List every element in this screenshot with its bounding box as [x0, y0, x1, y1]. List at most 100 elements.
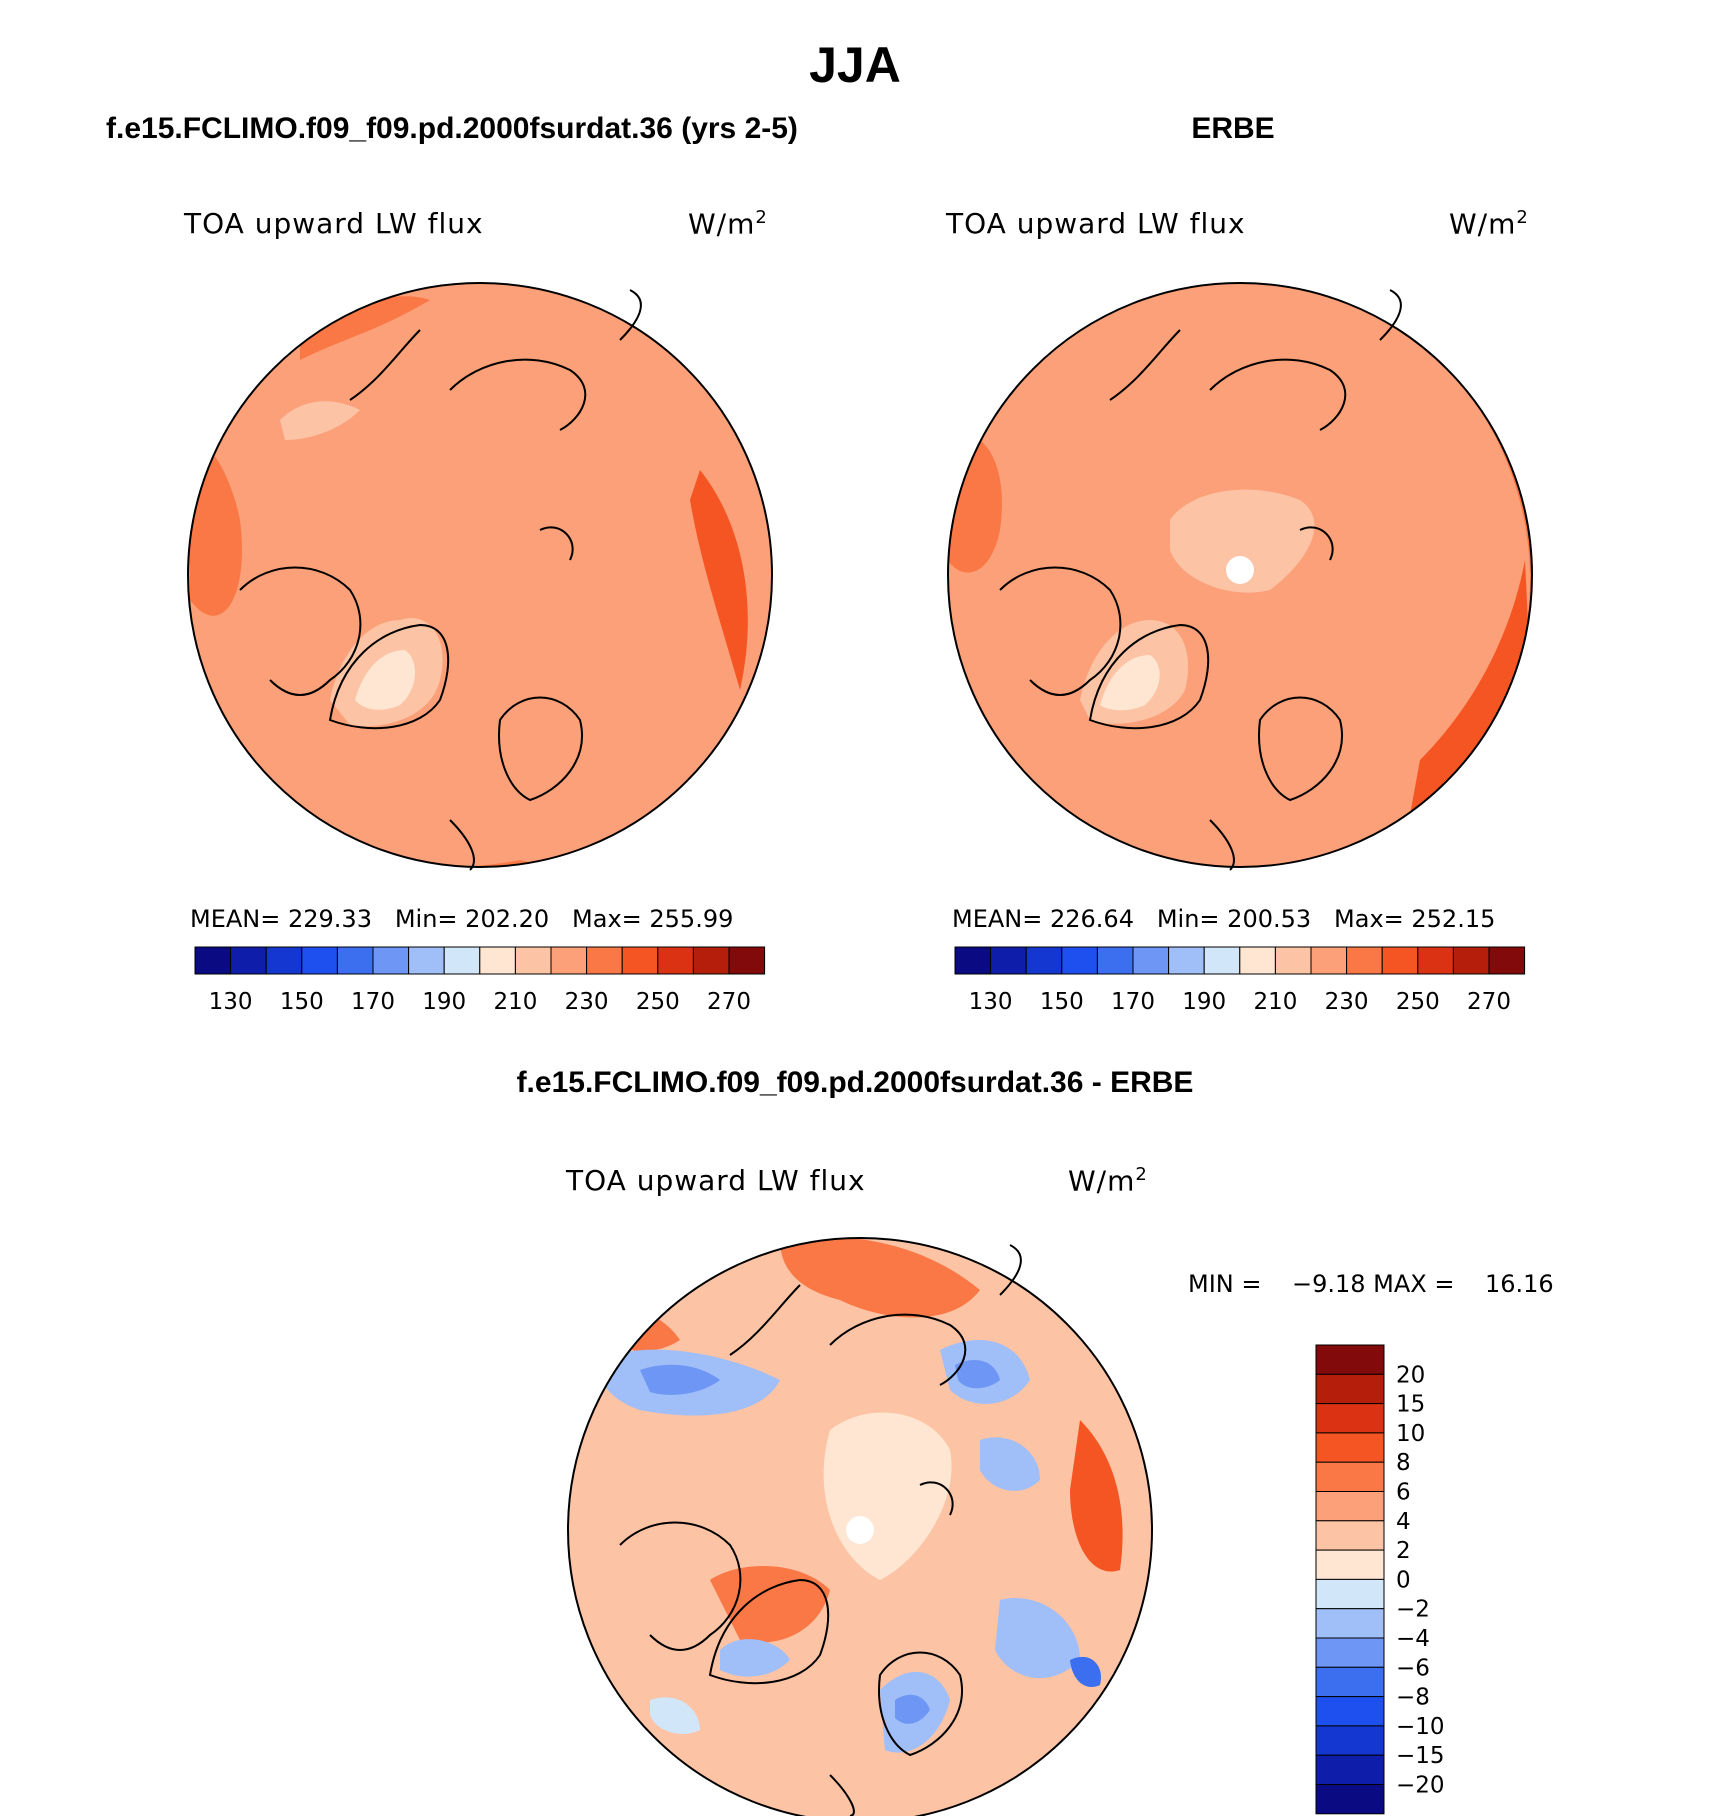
- colorbar-swatch: [954, 946, 992, 975]
- colorbar-tick-label: −20: [1396, 1773, 1445, 1799]
- panel1-variable-label: TOA upward LW flux: [184, 207, 484, 240]
- colorbar-swatch: [372, 946, 410, 975]
- colorbar-swatch: [408, 946, 445, 975]
- panel3-map: [568, 1238, 1152, 1816]
- units-exponent: 2: [755, 207, 768, 228]
- cool-region-greenland-core: [355, 650, 416, 710]
- colorbar-tick-label: 10: [1396, 1421, 1425, 1447]
- page-title: JJA: [809, 37, 901, 93]
- panel1-coastlines: [239, 289, 642, 871]
- cool-region-southwest: [650, 1697, 700, 1735]
- colorbar-tick-label: −15: [1396, 1743, 1445, 1769]
- colorbar-tick-label: 15: [1396, 1392, 1425, 1418]
- colorbar-tick-label: 170: [1111, 989, 1155, 1015]
- colorbar-tick-label: 250: [636, 989, 680, 1015]
- panel2-units-label: W/m2: [1449, 207, 1529, 240]
- colorbar-swatch: [1315, 1578, 1385, 1610]
- cool-region-greenland: [720, 1639, 790, 1677]
- colorbar-swatch: [990, 946, 1027, 975]
- units-exponent: 2: [1516, 207, 1529, 228]
- pole-missing-data: [846, 1516, 874, 1544]
- colorbar-swatch: [1315, 1784, 1385, 1815]
- colorbar-swatch: [657, 946, 694, 975]
- cool-region-southeast-core: [1070, 1656, 1101, 1688]
- units-exponent: 2: [1135, 1164, 1148, 1185]
- colorbar-swatch: [728, 946, 766, 975]
- colorbar-tick-label: −2: [1396, 1597, 1430, 1623]
- panel3-units-label: W/m2: [1068, 1164, 1148, 1197]
- panel2-map-border: [947, 282, 1533, 868]
- panel2-variable-label: TOA upward LW flux: [946, 207, 1246, 240]
- colorbar-tick-label: −4: [1396, 1626, 1430, 1652]
- colorbar-tick-label: 150: [280, 989, 324, 1015]
- colorbar-swatch: [1168, 946, 1205, 975]
- colorbar-swatch: [479, 946, 516, 975]
- colorbar-tick-label: 130: [969, 989, 1013, 1015]
- colorbar-swatch: [443, 946, 481, 975]
- warm-region-north: [780, 1238, 980, 1318]
- cool-region-east: [980, 1437, 1040, 1491]
- panel2-header: ERBE: [1191, 112, 1275, 145]
- colorbar-swatch: [1488, 946, 1526, 975]
- colorbar-swatch: [1239, 946, 1276, 975]
- colorbar-swatch: [1452, 946, 1490, 975]
- colorbar-tick-label: 150: [1040, 989, 1084, 1015]
- colorbar-swatch: [1315, 1549, 1385, 1580]
- colorbar-tick-label: 230: [565, 989, 609, 1015]
- colorbar-tick-label: 270: [707, 989, 751, 1015]
- units-base: W/m: [1068, 1164, 1136, 1198]
- panel2-colorbar: 130 150 170 190 210 230 250 270: [954, 946, 1526, 1015]
- colorbar-swatch: [1315, 1696, 1385, 1727]
- colorbar-tick-label: 0: [1396, 1567, 1411, 1593]
- units-base: W/m: [1449, 207, 1517, 241]
- colorbar-tick-label: 2: [1396, 1538, 1411, 1564]
- colorbar-swatch: [301, 946, 338, 975]
- colorbar-tick-label: 250: [1396, 989, 1440, 1015]
- colorbar-tick-label: 210: [1253, 989, 1297, 1015]
- colorbar-swatch: [1025, 946, 1063, 975]
- panel2-stats: MEAN= 226.64 Min= 200.53 Max= 252.15: [952, 905, 1496, 933]
- colorbar-tick-label: −6: [1396, 1655, 1430, 1681]
- colorbar-swatch: [1315, 1520, 1385, 1551]
- colorbar-tick-label: 130: [209, 989, 253, 1015]
- panel2-coastlines: [999, 289, 1402, 871]
- colorbar-tick-label: 190: [422, 989, 466, 1015]
- panel1-colorbar: 130 150 170 190 210 230 250 270: [194, 946, 766, 1015]
- panel1-header: f.e15.FCLIMO.f09_f09.pd.2000fsurdat.36 (…: [106, 112, 798, 145]
- colorbar-swatch: [1315, 1608, 1385, 1639]
- colorbar-swatch: [514, 946, 552, 975]
- colorbar-swatch: [1381, 946, 1419, 975]
- colorbar-tick-label: 170: [351, 989, 395, 1015]
- colorbar-tick-label: −8: [1396, 1685, 1430, 1711]
- panel3-variable-label: TOA upward LW flux: [566, 1164, 866, 1197]
- colorbar-swatch: [692, 946, 730, 975]
- cool-region-southeast: [995, 1598, 1080, 1679]
- colorbar-swatch: [1315, 1491, 1385, 1522]
- panel1-stats: MEAN= 229.33 Min= 202.20 Max= 255.99: [190, 905, 734, 933]
- colorbar-swatch: [1310, 946, 1348, 975]
- colorbar-swatch: [1315, 1725, 1385, 1756]
- colorbar-swatch: [1315, 1432, 1385, 1463]
- colorbar-swatch: [1132, 946, 1170, 975]
- colorbar-tick-label: 20: [1396, 1362, 1425, 1388]
- colorbar-swatch: [1315, 1461, 1385, 1492]
- colorbar-swatch: [550, 946, 588, 975]
- panel3-coastlines: [619, 1244, 1022, 1816]
- colorbar-tick-label: 190: [1182, 989, 1226, 1015]
- panel3-map-border: [567, 1237, 1153, 1816]
- map-base-field: [188, 283, 772, 867]
- colorbar-tick-label: −10: [1396, 1714, 1445, 1740]
- colorbar-tick-label: 8: [1396, 1450, 1411, 1476]
- colorbar-swatch: [1417, 946, 1454, 975]
- cool-region-northeast-core: [955, 1360, 1000, 1389]
- colorbar-tick-label: 4: [1396, 1509, 1411, 1535]
- warm-band-north: [300, 296, 430, 360]
- colorbar-swatch: [230, 946, 267, 975]
- panel2-map: [948, 283, 1532, 867]
- cool-region-northwest-core: [640, 1364, 720, 1395]
- pole-missing-data: [1226, 556, 1254, 584]
- colorbar-tick-label: 6: [1396, 1480, 1411, 1506]
- colorbar-swatch: [1315, 1373, 1385, 1405]
